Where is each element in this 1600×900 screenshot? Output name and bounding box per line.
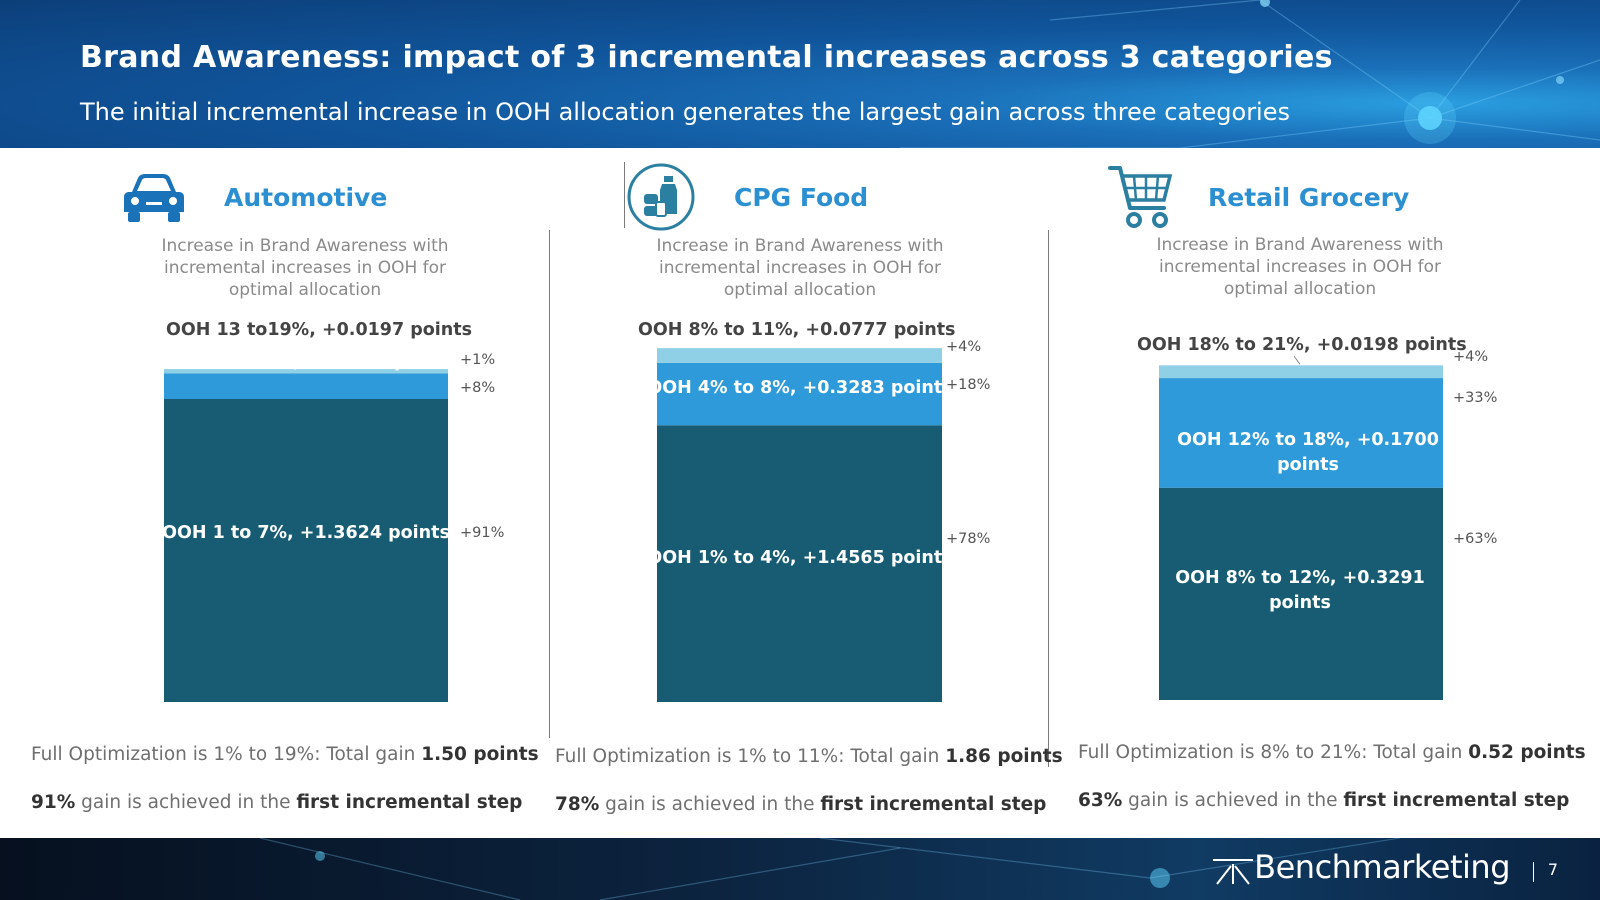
benchmarketing-logo-icon — [1213, 859, 1253, 885]
segment-pct-0: +91% — [460, 525, 504, 541]
bar-segment-2 — [657, 348, 942, 363]
panel-divider-1 — [549, 230, 550, 738]
segment-label-1-line-0: OOH 12% to 18%, +0.1700 — [1177, 430, 1439, 450]
page-separator — [1533, 862, 1534, 882]
chart-1: OOH 1% to 4%, +1.4565 points+78% OOH 4% t… — [638, 320, 990, 702]
food-jars-icon — [627, 163, 695, 231]
segment-label-0-line-0: OOH 8% to 12%, +0.3291 — [1175, 568, 1425, 588]
panel-divider-2 — [1048, 230, 1049, 767]
segment-label-1: OOH 4% to 8%, +0.3283 points — [647, 378, 952, 398]
network-decoration — [900, 0, 1600, 148]
segment-label-2: OOH 8% to 11%, +0.0777 points — [638, 320, 955, 340]
summary-automotive: Full Optimization is 1% to 19%: Total ga… — [31, 744, 539, 765]
panel-subtitle-cpg-food: Increase in Brand Awareness with increme… — [656, 236, 944, 300]
gain-automotive: 91% gain is achieved in the first increm… — [31, 792, 522, 813]
segment-pct-2: +4% — [1453, 349, 1488, 365]
gain-pct: 91% — [31, 792, 76, 813]
segment-pct-2: +4% — [946, 339, 981, 355]
segment-pct-2: +1% — [460, 352, 495, 368]
gain-text: gain is achieved in the — [1122, 790, 1344, 811]
header-banner: Brand Awareness: impact of 3 incremental… — [0, 0, 1600, 148]
summary-total: 0.52 points — [1468, 742, 1586, 763]
bar-segment-0 — [657, 425, 942, 702]
gain-cpg-food: 78% gain is achieved in the first increm… — [555, 794, 1046, 815]
network-decoration-footer — [259, 838, 1401, 900]
segment-pct-0: +63% — [1453, 531, 1497, 547]
brand-name: Benchmarketing — [1254, 848, 1510, 886]
segment-label-2: OOH 13 to19%, +0.0197 points — [166, 320, 472, 340]
summary-cpg-food: Full Optimization is 1% to 11%: Total ga… — [555, 746, 1063, 767]
chart-0: OOH 1 to 7%, +1.3624 points +91% OOH 7 to … — [156, 320, 504, 702]
segment-pct-1: +33% — [1453, 390, 1497, 406]
page-title: Brand Awareness: impact of 3 incremental… — [80, 40, 1333, 75]
gain-step: first incremental step — [820, 794, 1047, 815]
footer-banner: Benchmarketing 7 — [0, 838, 1600, 900]
page-number: 7 — [1547, 860, 1558, 879]
segment-label-1: OOH 7 to 13%, +0.1148 points — [156, 352, 456, 372]
segment-label-1-line-1: points — [1277, 455, 1339, 475]
segment-label-0-line-1: points — [1269, 593, 1331, 613]
shopping-cart-icon — [1108, 166, 1173, 228]
summary-text: Full Optimization is 1% to 19%: Total ga… — [31, 744, 422, 765]
gain-step: first incremental step — [1343, 790, 1570, 811]
chart-2: OOH 8% to 12%, +0.3291 points +63% OOH 12% … — [1137, 335, 1497, 700]
summary-total: 1.50 points — [421, 744, 539, 765]
gain-text: gain is achieved in the — [599, 794, 821, 815]
segment-label-0: OOH 1 to 7%, +1.3624 points — [162, 523, 450, 543]
segment-label-0: OOH 1% to 4%, +1.4565 points — [647, 548, 952, 568]
gain-pct: 78% — [555, 794, 600, 815]
segment-label-2: OOH 18% to 21%, +0.0198 points — [1137, 335, 1467, 355]
car-icon — [124, 174, 184, 222]
bar-segment-0 — [164, 399, 448, 702]
panel-subtitle-retail-grocery: Increase in Brand Awareness with increme… — [1156, 235, 1444, 299]
gain-retail-grocery: 63% gain is achieved in the first increm… — [1078, 790, 1569, 811]
bar-segment-1 — [164, 373, 448, 400]
gain-text: gain is achieved in the — [75, 792, 297, 813]
bar-segment-2 — [164, 369, 448, 374]
summary-total: 1.86 points — [945, 746, 1063, 767]
bar-segment-0 — [1159, 487, 1443, 700]
summary-text: Full Optimization is 8% to 21%: Total ga… — [1078, 742, 1469, 763]
panel-title-automotive: Automotive — [224, 183, 388, 212]
panel-title-cpg-food: CPG Food — [734, 183, 869, 212]
segment-pct-1: +18% — [946, 377, 990, 393]
summary-retail-grocery: Full Optimization is 8% to 21%: Total ga… — [1078, 742, 1586, 763]
panel-title-retail-grocery: Retail Grocery — [1208, 183, 1410, 212]
bar-segment-1 — [1159, 378, 1443, 488]
segment-pct-0: +78% — [946, 531, 990, 547]
label-leader-line — [1293, 355, 1301, 365]
segment-pct-1: +8% — [460, 380, 495, 396]
panel-subtitle-automotive: Increase in Brand Awareness with increme… — [161, 236, 449, 300]
bar-segment-2 — [1159, 365, 1443, 379]
gain-step: first incremental step — [296, 792, 523, 813]
bar-segment-1 — [657, 362, 942, 426]
gain-pct: 63% — [1078, 790, 1123, 811]
panel-divider-0 — [624, 162, 625, 228]
page-subtitle: The initial incremental increase in OOH … — [80, 98, 1290, 126]
summary-text: Full Optimization is 1% to 11%: Total ga… — [555, 746, 946, 767]
